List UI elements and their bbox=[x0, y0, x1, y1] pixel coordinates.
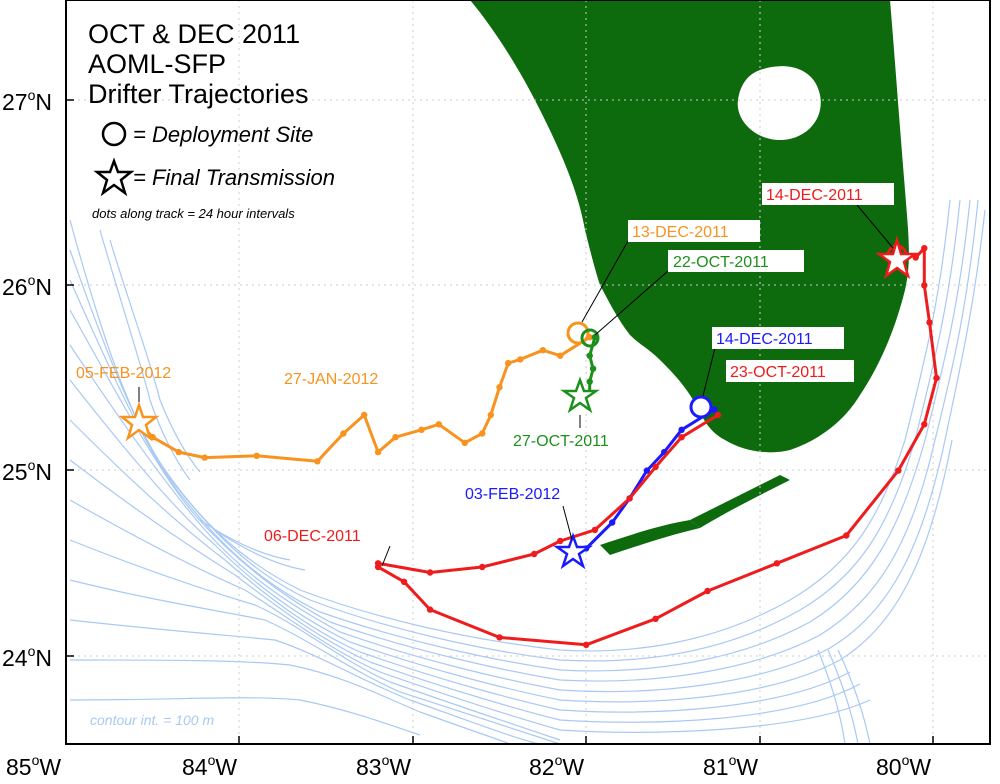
daily-position-dot bbox=[400, 578, 408, 585]
title-line-3: Drifter Trajectories bbox=[88, 79, 309, 109]
x-tick-label: 85oW bbox=[6, 752, 61, 780]
daily-position-dot bbox=[392, 434, 399, 441]
daily-position-dot bbox=[314, 458, 321, 465]
red-final-star-icon bbox=[875, 235, 919, 280]
label-blue-start: 14-DEC-2011 bbox=[716, 331, 813, 348]
daily-position-dot bbox=[704, 587, 711, 595]
daily-position-dot bbox=[921, 282, 928, 289]
label-green-end: 27-OCT-2011 bbox=[513, 433, 609, 450]
daily-position-dot bbox=[479, 563, 486, 571]
drifter-track-red-0 bbox=[377, 246, 938, 647]
label-blue-end: 03-FEB-2012 bbox=[465, 486, 560, 503]
daily-position-dot bbox=[517, 356, 524, 363]
orange-final-star-icon bbox=[118, 401, 160, 442]
y-tick-label: 24oN bbox=[2, 643, 52, 671]
label-red2-start: 23-OCT-2011 bbox=[730, 364, 826, 381]
daily-position-dot bbox=[496, 634, 503, 641]
daily-position-dot bbox=[496, 384, 503, 391]
daily-position-dot bbox=[773, 560, 781, 567]
blue-deployment-marker bbox=[689, 395, 713, 419]
green-deployment-marker bbox=[580, 328, 600, 348]
daily-position-dot bbox=[426, 606, 434, 613]
daily-position-dot bbox=[933, 374, 940, 382]
daily-position-dot bbox=[921, 421, 928, 428]
daily-position-dot bbox=[711, 406, 718, 413]
daily-position-dot bbox=[253, 452, 260, 459]
daily-position-dot bbox=[435, 421, 442, 428]
x-tick-label: 81oW bbox=[703, 752, 758, 780]
date-labels: 14-DEC-2011 13-DEC-2011 22-OCT-2011 14-D… bbox=[76, 183, 894, 567]
legend-deployment-label: = Deployment Site bbox=[133, 122, 313, 147]
daily-position-dot bbox=[586, 352, 593, 359]
daily-position-dot bbox=[557, 352, 564, 359]
bathymetry-contours bbox=[69, 199, 986, 745]
daily-position-dot bbox=[340, 430, 347, 437]
x-tick-label: 80oW bbox=[876, 752, 931, 780]
markers bbox=[118, 235, 919, 570]
daily-position-dot bbox=[583, 641, 590, 648]
label-orange-mid: 27-JAN-2012 bbox=[284, 371, 378, 388]
title-line-2: AOML-SFP bbox=[88, 49, 226, 79]
map-title: OCT & DEC 2011 AOML-SFP Drifter Trajecto… bbox=[88, 19, 309, 109]
daily-position-dot bbox=[479, 430, 486, 437]
label-red2-end: 06-DEC-2011 bbox=[264, 528, 361, 545]
title-line-1: OCT & DEC 2011 bbox=[88, 19, 300, 49]
label-green-start: 22-OCT-2011 bbox=[673, 254, 769, 271]
frame-ticks bbox=[65, 99, 934, 744]
deployment-circle-icon bbox=[101, 121, 127, 147]
daily-position-dot bbox=[361, 411, 368, 419]
daily-position-dot bbox=[461, 439, 468, 446]
daily-position-dot bbox=[895, 467, 902, 474]
daily-position-dot bbox=[539, 347, 547, 354]
contour-interval-note: contour int. = 100 m bbox=[90, 712, 214, 728]
daily-position-dot bbox=[652, 615, 659, 622]
daily-position-dot bbox=[714, 411, 722, 419]
daily-position-dot bbox=[426, 569, 434, 576]
y-tick-label: 25oN bbox=[2, 457, 52, 485]
daily-position-dot bbox=[609, 519, 616, 526]
x-axis-labels: 85oW 84oW 83oW 82oW 81oW 80oW bbox=[6, 752, 931, 780]
daily-position-dot bbox=[374, 560, 382, 567]
legend-final-label: = Final Transmission bbox=[133, 165, 335, 190]
daily-position-dot bbox=[678, 434, 685, 441]
daily-position-dot bbox=[678, 426, 685, 433]
daily-position-dot bbox=[591, 526, 599, 534]
daily-position-dot bbox=[586, 378, 593, 385]
daily-position-dot bbox=[175, 448, 182, 456]
y-axis-labels: 27oN 26oN 25oN 24oN bbox=[2, 87, 52, 671]
plot-frame bbox=[65, 0, 991, 745]
daily-position-dot bbox=[643, 467, 651, 474]
legend-dots-note: dots along track = 24 hour intervals bbox=[92, 206, 295, 221]
label-orange-start: 13-DEC-2011 bbox=[632, 224, 729, 241]
daily-position-dot bbox=[589, 365, 597, 372]
daily-position-dot bbox=[201, 454, 208, 461]
daily-position-dot bbox=[926, 319, 933, 326]
daily-position-dot bbox=[505, 359, 512, 367]
y-tick-label: 27oN bbox=[2, 87, 52, 115]
map-legend: = Deployment Site = Final Transmission d… bbox=[92, 121, 335, 221]
daily-position-dot bbox=[652, 463, 659, 471]
x-tick-label: 83oW bbox=[356, 752, 411, 780]
drifter-track-red-4 bbox=[377, 413, 719, 574]
label-orange-end: 05-FEB-2012 bbox=[76, 365, 171, 382]
daily-position-dot bbox=[626, 495, 633, 502]
daily-position-dot bbox=[374, 448, 382, 456]
daily-position-dot bbox=[843, 532, 850, 539]
daily-position-dot bbox=[921, 245, 928, 252]
label-red-start: 14-DEC-2011 bbox=[766, 187, 863, 204]
x-tick-label: 82oW bbox=[529, 752, 584, 780]
daily-position-dot bbox=[531, 550, 538, 558]
map-grid bbox=[66, 0, 990, 744]
daily-position-dot bbox=[487, 411, 494, 419]
final-star-icon bbox=[93, 157, 135, 197]
x-tick-label: 84oW bbox=[182, 752, 237, 780]
blue-final-star-icon bbox=[553, 532, 593, 570]
daily-position-dot bbox=[557, 537, 564, 545]
y-tick-label: 26oN bbox=[2, 272, 52, 300]
daily-position-dot bbox=[418, 426, 425, 433]
green-final-star-icon bbox=[560, 376, 600, 414]
